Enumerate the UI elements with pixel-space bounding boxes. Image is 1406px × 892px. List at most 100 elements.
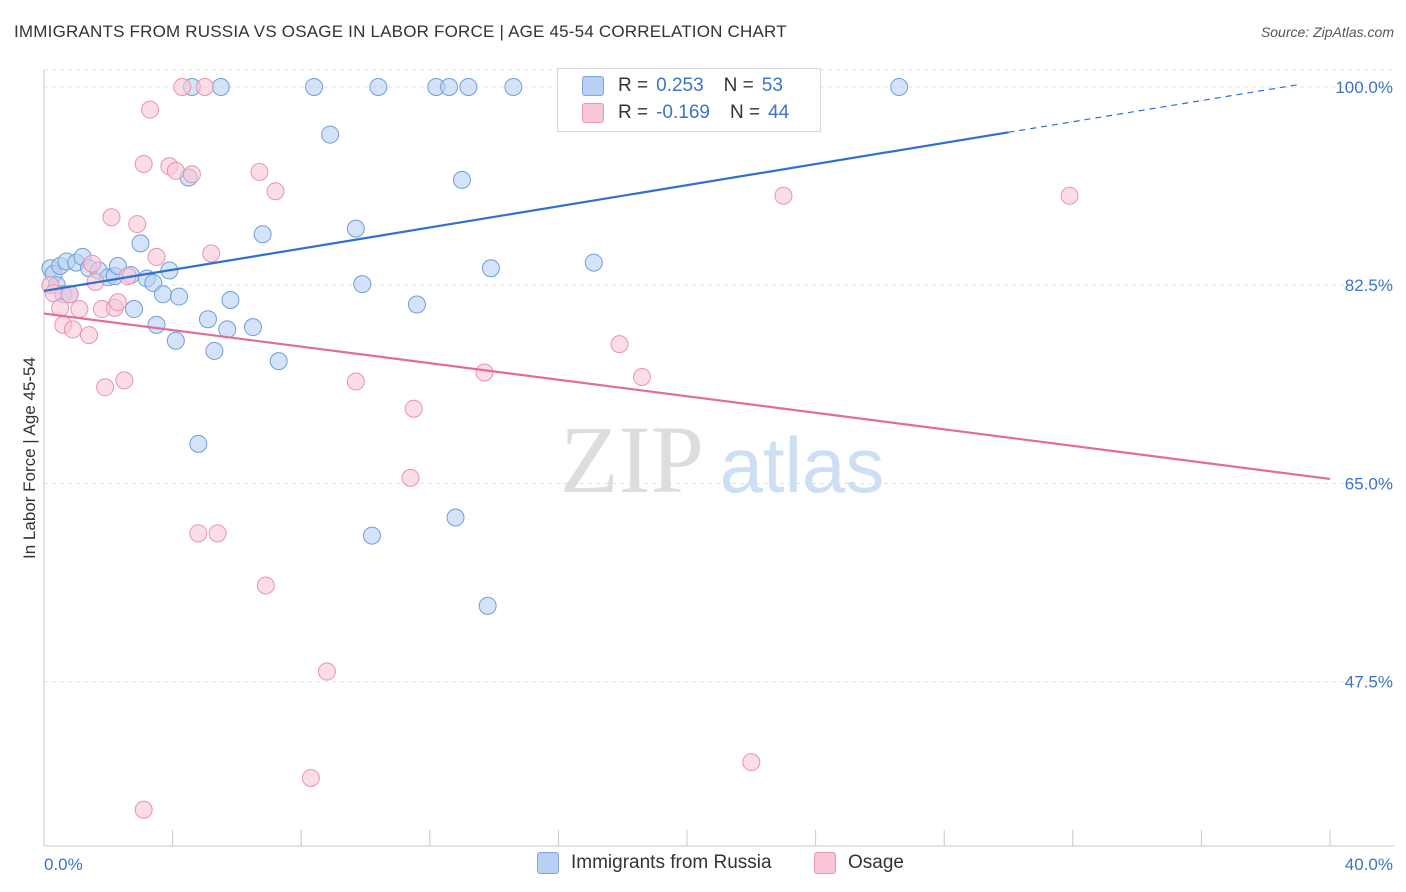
- y-tick-label: 65.0%: [1345, 474, 1393, 493]
- points-layer: [41, 77, 1079, 819]
- osage-point: [401, 468, 420, 487]
- series-legend: Immigrants from Russia Osage: [0, 852, 1406, 878]
- osage-point: [173, 77, 192, 96]
- russia-point: [362, 526, 381, 545]
- watermark-atlas: atlas: [720, 421, 885, 509]
- osage-point: [256, 576, 275, 595]
- russia-point: [446, 508, 465, 527]
- legend-item-russia[interactable]: Immigrants from Russia: [537, 852, 772, 874]
- osage-point: [147, 247, 166, 266]
- r-value: 0.253: [656, 75, 704, 96]
- russia-trendline: [43, 131, 1009, 292]
- stats-legend: R = 0.253 N = 53 R = -0.169 N = 44: [557, 68, 821, 132]
- russia-point: [478, 596, 497, 615]
- n-value: 44: [768, 102, 790, 123]
- russia-point: [131, 234, 150, 253]
- russia-point: [584, 253, 603, 272]
- r-value: -0.169: [656, 102, 710, 123]
- russia-point: [369, 77, 388, 96]
- osage-point: [141, 100, 160, 119]
- y-tick-label: 100.0%: [1335, 78, 1393, 97]
- r-label: R =: [618, 102, 649, 123]
- osage-point: [610, 335, 629, 354]
- russia-legend-swatch: [537, 852, 559, 874]
- osage-point: [250, 162, 269, 181]
- y-axis-title: In Labor Force | Age 45-54: [20, 357, 39, 559]
- russia-point: [353, 275, 372, 294]
- russia-point: [321, 125, 340, 144]
- russia-point: [243, 318, 262, 337]
- russia-point: [147, 315, 166, 334]
- russia-point: [407, 295, 426, 314]
- n-label: N =: [723, 75, 754, 96]
- russia-point: [305, 77, 324, 96]
- osage-point: [301, 769, 320, 788]
- r-label: R =: [618, 75, 649, 96]
- osage-point: [742, 753, 761, 772]
- x-tick-label: 0.0%: [44, 855, 83, 874]
- osage-point: [404, 399, 423, 418]
- russia-point: [211, 77, 230, 96]
- x-tick-label: 40.0%: [1345, 855, 1393, 874]
- russia-point: [346, 219, 365, 238]
- watermark-zip: ZIP: [560, 406, 704, 513]
- osage-point: [115, 371, 134, 390]
- grid-layer: [44, 69, 1394, 683]
- osage-trendline: [43, 312, 1331, 481]
- legend-item-osage[interactable]: Osage: [814, 852, 904, 874]
- osage-point: [632, 368, 651, 387]
- source-credit: Source: ZipAtlas.com: [1260, 24, 1394, 40]
- osage-point: [166, 161, 185, 180]
- stats-row-osage: R = -0.169 N = 44: [582, 101, 789, 125]
- watermark: ZIP atlas: [560, 406, 884, 513]
- russia-point: [153, 285, 172, 304]
- russia-point: [269, 352, 288, 371]
- russia-point: [459, 77, 478, 96]
- russia-point: [890, 77, 909, 96]
- osage-legend-swatch: [814, 852, 836, 874]
- osage-point: [80, 326, 99, 345]
- osage-point: [102, 208, 121, 227]
- osage-point: [70, 300, 89, 319]
- osage-point: [189, 524, 208, 543]
- osage-point: [266, 182, 285, 201]
- russia-point: [205, 341, 224, 360]
- russia-point: [504, 77, 523, 96]
- osage-point: [317, 662, 336, 681]
- russia-point: [481, 259, 500, 278]
- osage-point: [1060, 186, 1079, 205]
- osage-point: [202, 244, 221, 263]
- y-tick-label: 82.5%: [1345, 276, 1393, 295]
- labels-layer: 100.0% 82.5% 65.0% 47.5% 0.0% 40.0% In Labor F…: [20, 78, 1393, 874]
- russia-point: [166, 331, 185, 350]
- russia-point: [125, 300, 144, 319]
- osage-point: [195, 77, 214, 96]
- osage-point: [134, 155, 153, 174]
- y-tick-label: 47.5%: [1345, 673, 1393, 692]
- russia-point: [170, 287, 189, 306]
- legend-label-osage: Osage: [848, 852, 904, 873]
- osage-point: [208, 524, 227, 543]
- osage-point: [346, 372, 365, 391]
- osage-point: [83, 254, 102, 273]
- n-value: 53: [761, 75, 783, 96]
- trend-layer: [43, 84, 1331, 481]
- osage-point: [108, 293, 127, 312]
- osage-point: [182, 165, 201, 184]
- axis-layer: [43, 70, 1394, 847]
- legend-label-russia: Immigrants from Russia: [571, 852, 772, 873]
- n-label: N =: [729, 102, 761, 123]
- osage-point: [774, 186, 793, 205]
- russia-point: [440, 77, 459, 96]
- osage-point: [128, 215, 147, 234]
- chart-title: IMMIGRANTS FROM RUSSIA VS OSAGE IN LABOR…: [14, 22, 787, 41]
- russia-point: [189, 434, 208, 453]
- russia-point: [452, 170, 471, 189]
- russia-point: [253, 225, 272, 244]
- osage-point: [134, 800, 153, 819]
- osage-swatch: [582, 103, 604, 123]
- stats-row-russia: R = 0.253 N = 53: [582, 74, 783, 98]
- russia-trendline-extension: [1008, 84, 1298, 133]
- osage-point: [63, 320, 82, 339]
